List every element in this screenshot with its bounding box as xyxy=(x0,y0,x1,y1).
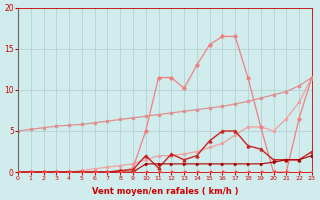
X-axis label: Vent moyen/en rafales ( km/h ): Vent moyen/en rafales ( km/h ) xyxy=(92,187,238,196)
